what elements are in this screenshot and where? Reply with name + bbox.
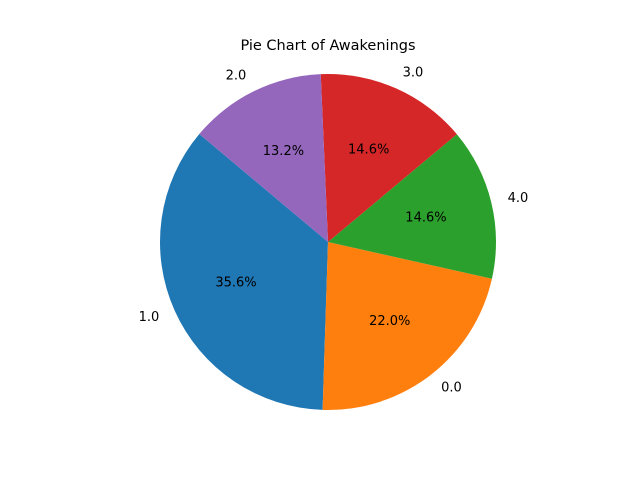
- slice-percent-label: 14.6%: [348, 142, 389, 157]
- slice-percent-label: 22.0%: [369, 314, 410, 329]
- slice-category-label: 2.0: [226, 69, 247, 84]
- pie-slice-2-0: [199, 74, 328, 242]
- pie-slice-3-0: [320, 74, 457, 242]
- slice-category-label: 3.0: [403, 65, 424, 80]
- slice-category-label: 1.0: [139, 310, 160, 325]
- slice-percent-label: 14.6%: [405, 211, 446, 226]
- slice-category-label: 4.0: [508, 191, 529, 206]
- slice-category-label: 0.0: [441, 381, 462, 396]
- slice-percent-label: 35.6%: [215, 276, 256, 291]
- chart-title: Pie Chart of Awakenings: [240, 38, 415, 54]
- pie-slice-4-0: [328, 134, 497, 279]
- slice-percent-label: 13.2%: [263, 144, 304, 159]
- pie-slice-1-0: [159, 134, 328, 410]
- pie-slice-0-0: [322, 242, 492, 411]
